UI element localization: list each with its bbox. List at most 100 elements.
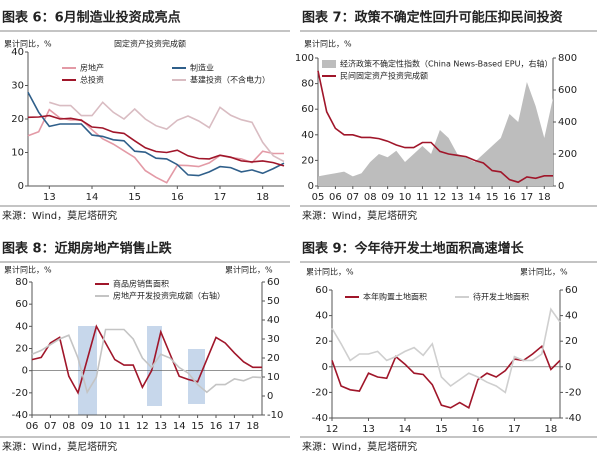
source: 来源：Wind，莫尼塔研究 bbox=[302, 440, 417, 453]
source: 来源：Wind，莫尼塔研究 bbox=[2, 440, 117, 453]
y-tick-label: 60 bbox=[301, 104, 314, 115]
x-tick-label: 16 bbox=[210, 421, 223, 432]
x-tick-label: 16 bbox=[171, 192, 184, 203]
x-tick-label: 11 bbox=[118, 421, 131, 432]
y2-tick-label: -10 bbox=[267, 410, 283, 421]
line bbox=[27, 114, 285, 167]
y2-tick-label: 800 bbox=[558, 53, 577, 64]
line bbox=[331, 307, 561, 394]
x-tick-label: 18 bbox=[256, 192, 269, 203]
line bbox=[31, 324, 262, 395]
legend-label: 商品房销售面积 bbox=[113, 279, 169, 289]
y-tick-label: 100 bbox=[295, 53, 314, 64]
y2-tick-label: 30 bbox=[267, 334, 280, 345]
x-tick-label: 14 bbox=[173, 421, 186, 432]
chart-title: 图表 7：政策不确定性回升可能压抑民间投资 bbox=[302, 10, 563, 26]
legend-label: 房地产 bbox=[80, 63, 104, 73]
x-tick-label: 11 bbox=[416, 192, 429, 203]
legend-label: 民间固定资产投资完成额 bbox=[340, 71, 428, 81]
y2-tick-label: 200 bbox=[558, 149, 577, 160]
y-tick-label: 40 bbox=[15, 321, 28, 332]
y-tick-label: -40 bbox=[12, 410, 28, 421]
y-tick-label: 20 bbox=[15, 344, 28, 355]
x-tick-label: 14 bbox=[399, 424, 412, 435]
y-tick-label: 40 bbox=[11, 47, 24, 58]
y2-tick-label: 0 bbox=[558, 181, 564, 192]
y-tick-label: 20 bbox=[315, 336, 328, 347]
y-tick-label: 20 bbox=[301, 155, 314, 166]
line bbox=[27, 91, 285, 177]
legend-swatch bbox=[322, 60, 336, 68]
y2-tick-label: 20 bbox=[565, 336, 578, 347]
legend-label: 制造业 bbox=[190, 63, 214, 73]
y2-label: 累计同比，% bbox=[520, 267, 568, 277]
shade bbox=[188, 349, 205, 404]
y-tick-label: 0 bbox=[22, 366, 28, 377]
x-tick-label: 09 bbox=[381, 192, 394, 203]
y-label: 累计同比，% bbox=[304, 39, 352, 49]
y-tick-label: 80 bbox=[15, 277, 28, 288]
y-tick-label: -40 bbox=[312, 413, 328, 424]
y-tick-label: 80 bbox=[301, 79, 314, 90]
x-tick-label: 16 bbox=[503, 192, 516, 203]
x-tick-label: 13 bbox=[43, 192, 56, 203]
x-tick-label: 10 bbox=[99, 421, 112, 432]
x-tick-label: 17 bbox=[508, 424, 521, 435]
line bbox=[317, 70, 553, 184]
line bbox=[49, 101, 285, 163]
x-tick-label: 15 bbox=[128, 192, 141, 203]
y2-tick-label: 60 bbox=[565, 285, 578, 296]
y2-tick-label: -40 bbox=[565, 413, 581, 424]
x-tick-label: 12 bbox=[326, 424, 339, 435]
x-tick-label: 10 bbox=[399, 192, 412, 203]
x-tick-label: 12 bbox=[433, 192, 446, 203]
x-tick-label: 17 bbox=[214, 192, 227, 203]
x-tick-label: 06 bbox=[329, 192, 342, 203]
legend-label: 基建投资（不含电力） bbox=[190, 75, 270, 85]
y-tick-label: 10 bbox=[11, 148, 24, 159]
x-tick-label: 15 bbox=[486, 192, 499, 203]
y-label: 累计同比，% bbox=[306, 267, 354, 277]
y2-tick-label: 50 bbox=[267, 296, 280, 307]
x-tick-label: 13 bbox=[154, 421, 167, 432]
legend-label: 本年购置土地面积 bbox=[363, 292, 427, 302]
y-tick-label: 60 bbox=[315, 285, 328, 296]
x-tick-label: 18 bbox=[545, 424, 558, 435]
x-tick-label: 18 bbox=[246, 421, 259, 432]
x-tick-label: 08 bbox=[62, 421, 75, 432]
y-tick-label: 20 bbox=[11, 114, 24, 125]
legend-label: 经济政策不确定性指数（China News-Based EPU，右轴） bbox=[340, 59, 552, 69]
y-tick-label: -20 bbox=[312, 387, 328, 398]
legend-label: 总投资 bbox=[80, 75, 104, 85]
chart-title: 图表 6：6月制造业投资成亮点 bbox=[2, 10, 181, 26]
x-tick-label: 16 bbox=[472, 424, 485, 435]
y2-tick-label: 0 bbox=[267, 391, 273, 402]
source: 来源：Wind，莫尼塔研究 bbox=[302, 209, 417, 222]
y-tick-label: 0 bbox=[18, 181, 24, 192]
y-tick-label: 30 bbox=[11, 81, 24, 92]
y2-label: 累计同比，% bbox=[225, 265, 273, 275]
x-tick-label: 12 bbox=[136, 421, 149, 432]
x-tick-label: 15 bbox=[191, 421, 204, 432]
y2-tick-label: 400 bbox=[558, 117, 577, 128]
source: 来源：Wind，莫尼塔研究 bbox=[2, 209, 117, 222]
y-label: 累计同比，% bbox=[4, 265, 52, 275]
x-tick-label: 15 bbox=[435, 424, 448, 435]
y-tick-label: 60 bbox=[15, 299, 28, 310]
chart-title: 图表 8：近期房地产销售止跌 bbox=[2, 241, 173, 257]
y2-tick-label: 40 bbox=[565, 311, 578, 322]
y2-tick-label: 0 bbox=[565, 362, 571, 373]
x-tick-label: 13 bbox=[451, 192, 464, 203]
chart-title: 图表 9：今年待开发土地面积高速增长 bbox=[302, 241, 525, 257]
y2-tick-label: 20 bbox=[267, 353, 280, 364]
subtitle: 固定资产投资完成额 bbox=[114, 39, 186, 49]
area bbox=[318, 82, 553, 186]
line bbox=[27, 108, 284, 184]
legend-label: 待开发土地面积 bbox=[473, 292, 529, 302]
y2-tick-label: 40 bbox=[267, 315, 280, 326]
y-label: 累计同比，% bbox=[4, 39, 52, 49]
legend-label: 房地产开发投资完成额（右轴） bbox=[113, 291, 225, 301]
x-tick-label: 06 bbox=[26, 421, 39, 432]
y2-tick-label: 60 bbox=[267, 277, 280, 288]
